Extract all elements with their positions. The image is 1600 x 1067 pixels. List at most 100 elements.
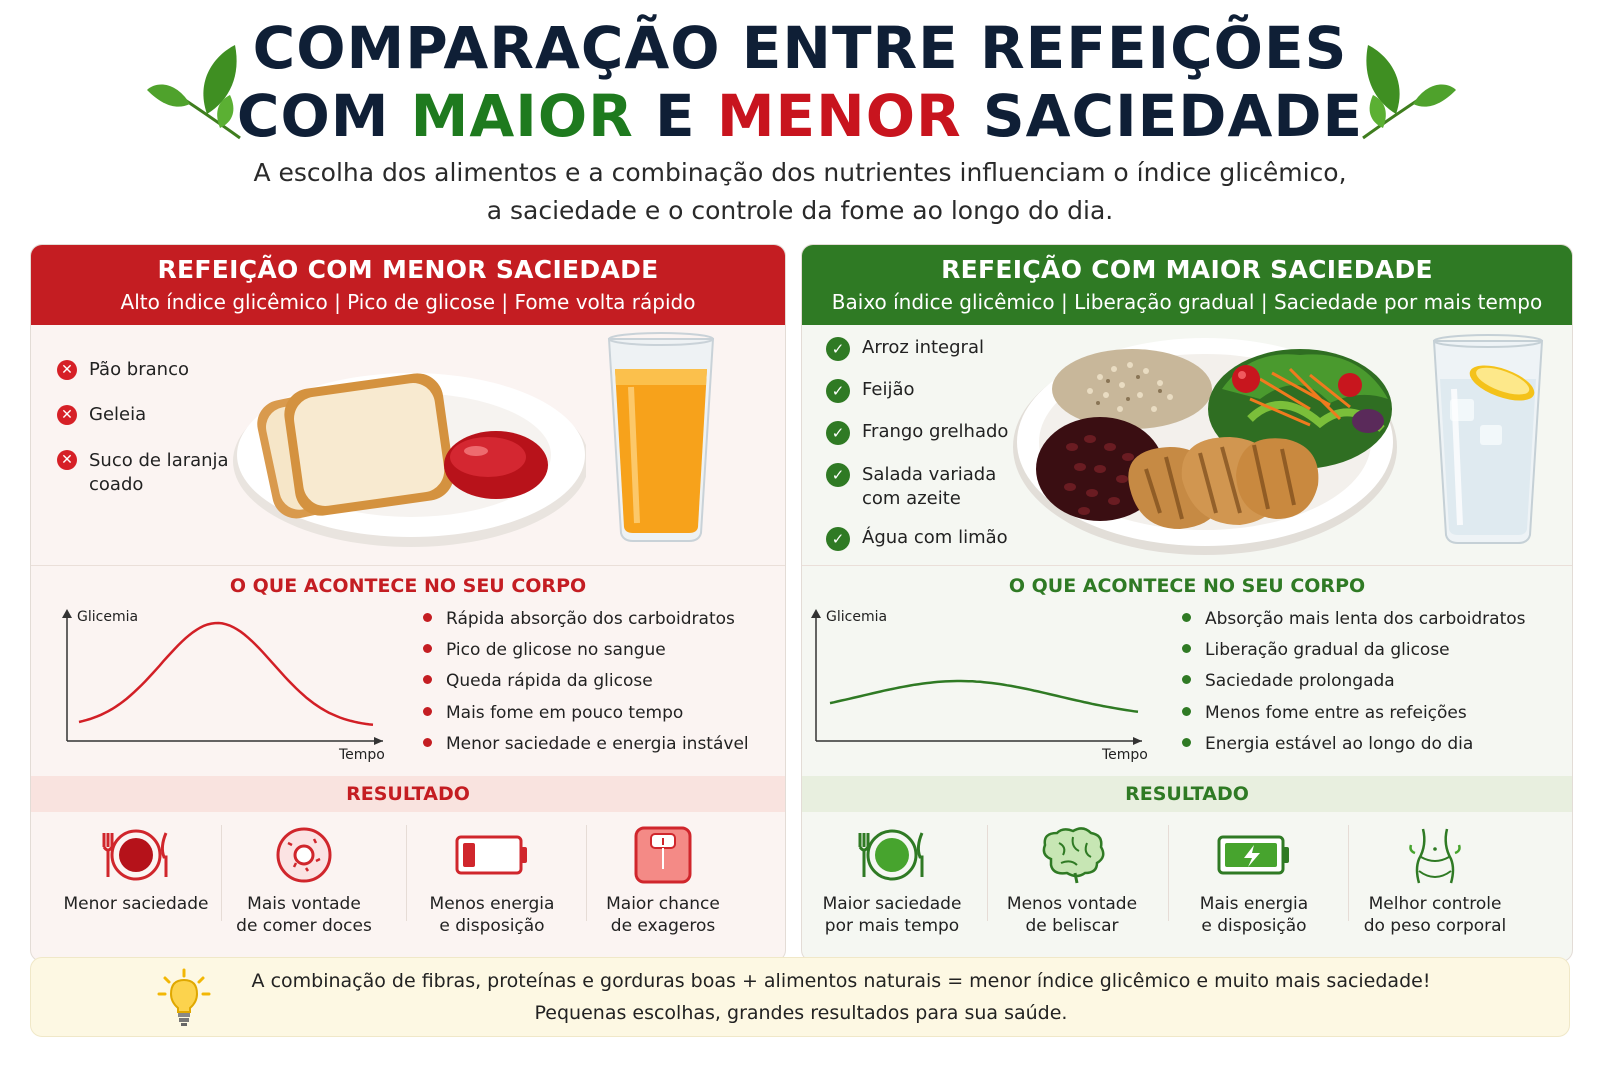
glycemia-curve-sharp	[78, 621, 374, 727]
food-item: ✕ Geleia	[57, 404, 146, 425]
result-item: Mais vontade de comer doces	[214, 823, 394, 937]
result-label-line-1: Maior saciedade	[822, 894, 962, 914]
food-label: Salada variada com azeite	[862, 463, 996, 511]
glycemia-curve-gentle	[829, 679, 1139, 714]
result-title: RESULTADO	[31, 776, 785, 812]
result-item: Mais energia e disposição	[1164, 823, 1344, 937]
effect-item: Energia estável ao longo do dia	[1182, 734, 1473, 754]
result-label-line-2: e disposição	[1201, 916, 1307, 936]
donut-icon	[214, 823, 394, 887]
result-separator	[221, 825, 222, 921]
result-label-line-1: Menos vontade	[1006, 894, 1138, 914]
result-label-line-2: de beliscar	[1025, 916, 1119, 936]
title-prefix: COM	[236, 82, 411, 150]
effect-text: Rápida absorção dos carboidratos	[446, 609, 735, 629]
food-item: ✓ Salada variada com azeite	[826, 463, 996, 511]
effect-text: Menor saciedade e energia instável	[446, 734, 749, 754]
bullet-dot	[423, 737, 432, 747]
y-axis-label: Glicemia	[826, 609, 888, 625]
balanced-meal-plate-illustration	[1013, 338, 1397, 555]
result-label-line-2: do peso corporal	[1363, 916, 1507, 936]
result-separator	[586, 825, 587, 921]
result-item: Maior chance de exageros	[573, 823, 753, 937]
charged-battery-icon	[1164, 823, 1344, 887]
bullet-dot	[423, 674, 432, 684]
food-item: ✓ Feijão	[826, 379, 915, 403]
food-item: ✓ Frango grelhado	[826, 421, 1008, 445]
section-divider	[802, 565, 1572, 566]
result-separator	[987, 825, 988, 921]
x-icon: ✕	[57, 360, 77, 380]
check-icon: ✓	[826, 421, 850, 445]
effect-text: Energia estável ao longo do dia	[1205, 734, 1474, 754]
section-divider	[31, 565, 785, 566]
y-axis-arrow	[811, 609, 821, 618]
result-label-line-1: Maior chance	[606, 894, 720, 914]
plate-cutlery-icon	[802, 823, 982, 887]
body-section-title: O QUE ACONTECE NO SEU CORPO	[229, 575, 587, 597]
result-item: Menor saciedade	[46, 823, 226, 915]
result-label-line-1: Menos energia	[429, 894, 555, 914]
leaf-left-icon	[147, 45, 241, 140]
food-label: Feijão	[862, 379, 915, 400]
effect-item: Absorção mais lenta dos carboidratos	[1182, 609, 1526, 629]
bullet-dot	[423, 706, 432, 716]
glycemia-graph-gentle: Glicemia Tempo	[810, 609, 1150, 763]
check-icon: ✓	[826, 337, 850, 361]
bullet-dot	[1182, 643, 1191, 653]
plate-cutlery-icon	[46, 823, 226, 887]
bullet-dot	[1182, 612, 1191, 622]
high-satiety-panel: REFEIÇÃO COM MAIOR SACIEDADE Baixo índic…	[801, 244, 1573, 962]
result-label: Menor saciedade	[63, 894, 209, 914]
title-highlight-maior: MAIOR	[410, 82, 634, 150]
effect-item: Liberação gradual da glicose	[1182, 640, 1450, 660]
glycemia-graph-svg	[62, 609, 383, 745]
food-label-line-2: com azeite	[862, 488, 961, 509]
lightbulb-icon	[157, 968, 211, 1026]
x-icon: ✕	[57, 450, 77, 470]
food-item: ✓ Água com limão	[826, 527, 1008, 551]
check-icon: ✓	[826, 527, 850, 551]
x-icon: ✕	[57, 405, 77, 425]
food-item: ✓ Arroz integral	[826, 337, 984, 361]
x-axis-label: Tempo	[339, 747, 385, 763]
effect-item: Rápida absorção dos carboidratos	[423, 609, 735, 629]
high-satiety-subtitle: Baixo índice glicêmico | Liberação gradu…	[831, 290, 1543, 314]
title-connector: E	[633, 82, 717, 150]
food-item: ✕ Suco de laranja coado	[57, 449, 229, 497]
effect-item: Pico de glicose no sangue	[423, 640, 666, 660]
effect-text: Queda rápida da glicose	[446, 671, 653, 691]
y-axis-arrow	[62, 609, 72, 618]
bullet-dot	[423, 612, 432, 622]
effect-text: Absorção mais lenta dos carboidratos	[1205, 609, 1526, 629]
result-label-line-1: Mais energia	[1199, 894, 1309, 914]
result-label-line-2: de exageros	[610, 916, 716, 936]
white-bread-jam-plate-illustration	[233, 373, 586, 547]
effect-item: Menos fome entre as refeições	[1182, 703, 1467, 723]
effect-text: Liberação gradual da glicose	[1205, 640, 1450, 660]
brain-icon	[982, 823, 1162, 887]
effect-text: Saciedade prolongada	[1205, 671, 1395, 691]
high-satiety-title: REFEIÇÃO COM MAIOR SACIEDADE	[941, 255, 1433, 284]
footer-tip-box: A combinação de fibras, proteínas e gord…	[30, 957, 1570, 1037]
bullet-dot	[1182, 674, 1191, 684]
high-satiety-header: REFEIÇÃO COM MAIOR SACIEDADE Baixo índic…	[802, 245, 1572, 325]
result-item: Melhor controle do peso corporal	[1345, 823, 1525, 937]
effect-item: Mais fome em pouco tempo	[423, 703, 683, 723]
scale-icon	[573, 823, 753, 887]
food-label: Geleia	[89, 404, 147, 425]
body-section-title: O QUE ACONTECE NO SEU CORPO	[1008, 575, 1366, 597]
result-separator	[1168, 825, 1169, 921]
low-satiety-subtitle: Alto índice glicêmico | Pico de glicose …	[120, 290, 696, 314]
effect-item: Queda rápida da glicose	[423, 671, 653, 691]
result-separator	[406, 825, 407, 921]
food-item: ✕ Pão branco	[57, 359, 189, 380]
title-highlight-menor: MENOR	[716, 82, 962, 150]
effect-text: Menos fome entre as refeições	[1205, 703, 1467, 723]
bullet-dot	[1182, 706, 1191, 716]
food-label: Água com limão	[862, 527, 1008, 548]
page-title-line-1: COMPARAÇÃO ENTRE REFEIÇÕES	[252, 14, 1348, 82]
result-label-line-1: Melhor controle	[1368, 894, 1502, 914]
food-label: Pão branco	[89, 359, 189, 380]
footer-tip-line-2: Pequenas escolhas, grandes resultados pa…	[534, 1002, 1068, 1024]
